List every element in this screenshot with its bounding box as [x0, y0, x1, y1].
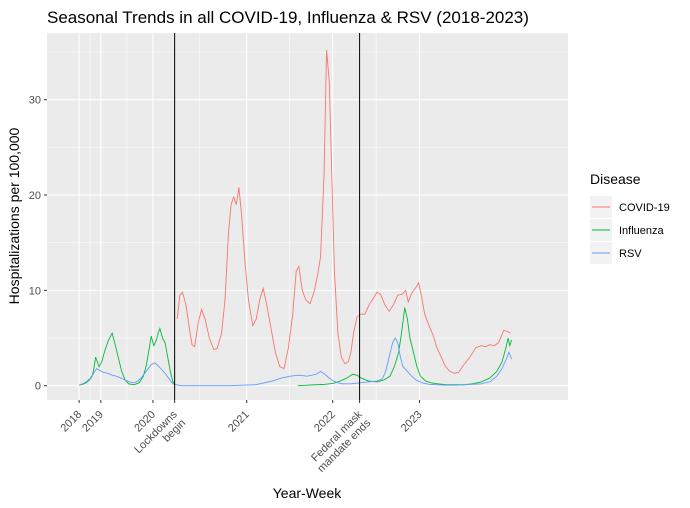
annotation-lines — [174, 33, 361, 400]
y-tick-label: 30 — [29, 95, 41, 107]
x-tick-label: 2019 — [80, 409, 106, 435]
legend-title: Disease — [590, 171, 641, 187]
series-line-influenza — [79, 307, 512, 387]
legend: Disease COVID-19 Influenza RSV — [590, 171, 670, 264]
minor-gridlines — [47, 33, 568, 400]
y-tick-label: 10 — [29, 285, 41, 297]
chart-title: Seasonal Trends in all COVID-19, Influen… — [47, 8, 529, 27]
y-axis: 0 10 20 30 — [29, 95, 47, 393]
x-tick-label: 2021 — [226, 409, 252, 435]
major-gridlines — [47, 33, 568, 400]
y-tick-label: 0 — [35, 381, 41, 393]
plot-panel — [47, 33, 568, 400]
series-line-rsv — [78, 337, 512, 387]
series-line-covid-19 — [176, 50, 511, 374]
annotation-tick-label: Federal maskmandate ends — [307, 408, 374, 475]
x-axis-title: Year-Week — [273, 485, 342, 501]
y-axis-title: Hospitalizations per 100,000 — [6, 127, 22, 304]
x-tick-label: 2023 — [399, 409, 425, 435]
legend-label-covid-19: COVID-19 — [619, 202, 670, 214]
legend-label-influenza: Influenza — [619, 225, 665, 237]
x-tick-label: 2018 — [58, 409, 84, 435]
legend-label-rsv: RSV — [619, 248, 642, 260]
y-tick-label: 20 — [29, 190, 41, 202]
series-layer — [78, 50, 512, 387]
